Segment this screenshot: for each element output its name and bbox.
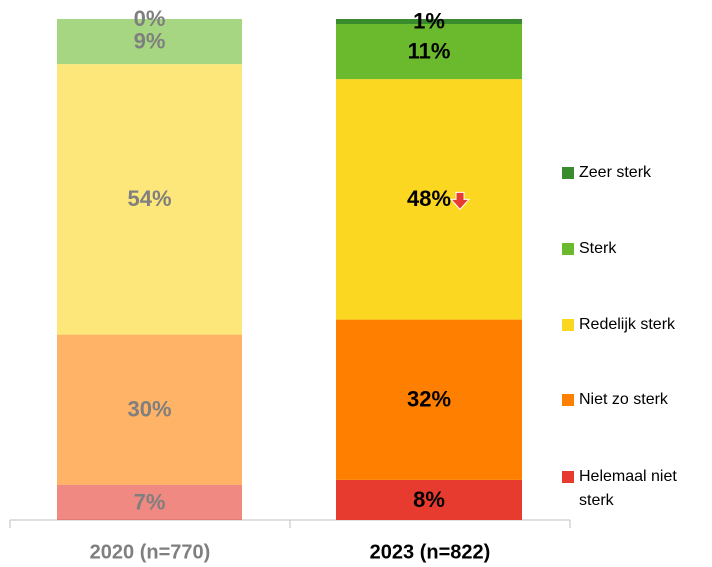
data-label: 48% — [407, 186, 451, 211]
legend-swatch — [562, 167, 574, 179]
legend-swatch — [562, 243, 574, 255]
legend-item: Helemaal niet sterk — [562, 467, 707, 513]
legend-label: Niet zo sterk — [579, 391, 668, 408]
data-label: 7% — [134, 489, 166, 514]
legend-label: Redelijk sterk — [579, 316, 676, 333]
legend-item: Redelijk sterk — [562, 315, 707, 337]
bar-segment — [57, 64, 242, 335]
bar-segment — [57, 484, 242, 520]
data-label: 30% — [127, 397, 171, 422]
x-tick-label: 2020 (n=770) — [90, 541, 211, 563]
legend-swatch — [562, 394, 574, 406]
x-tick-label: 2023 (n=822) — [370, 541, 491, 563]
data-label: 8% — [413, 487, 445, 512]
data-label: 1% — [413, 8, 445, 33]
legend-item: Sterk — [562, 239, 707, 261]
bar-segment — [336, 319, 522, 480]
bar-segment — [57, 334, 242, 485]
bar-segment — [336, 79, 522, 320]
legend-item: Zeer sterk — [562, 163, 707, 185]
legend-label: Sterk — [579, 240, 617, 257]
bar-segment — [336, 24, 522, 80]
data-label: 32% — [407, 387, 451, 412]
data-label: 54% — [127, 186, 171, 211]
legend-label: Helemaal niet sterk — [579, 468, 677, 509]
legend-swatch — [562, 319, 574, 331]
decrease-arrow-icon — [449, 191, 471, 211]
legend-swatch — [562, 471, 574, 483]
legend-label: Zeer sterk — [579, 164, 652, 181]
data-label: 0% — [134, 6, 166, 31]
bar-segment — [336, 479, 522, 520]
bar-segment — [57, 19, 242, 65]
bar-segment — [336, 19, 522, 25]
data-label: 11% — [408, 38, 451, 63]
data-label: 9% — [134, 28, 166, 53]
legend-item: Niet zo sterk — [562, 390, 707, 412]
